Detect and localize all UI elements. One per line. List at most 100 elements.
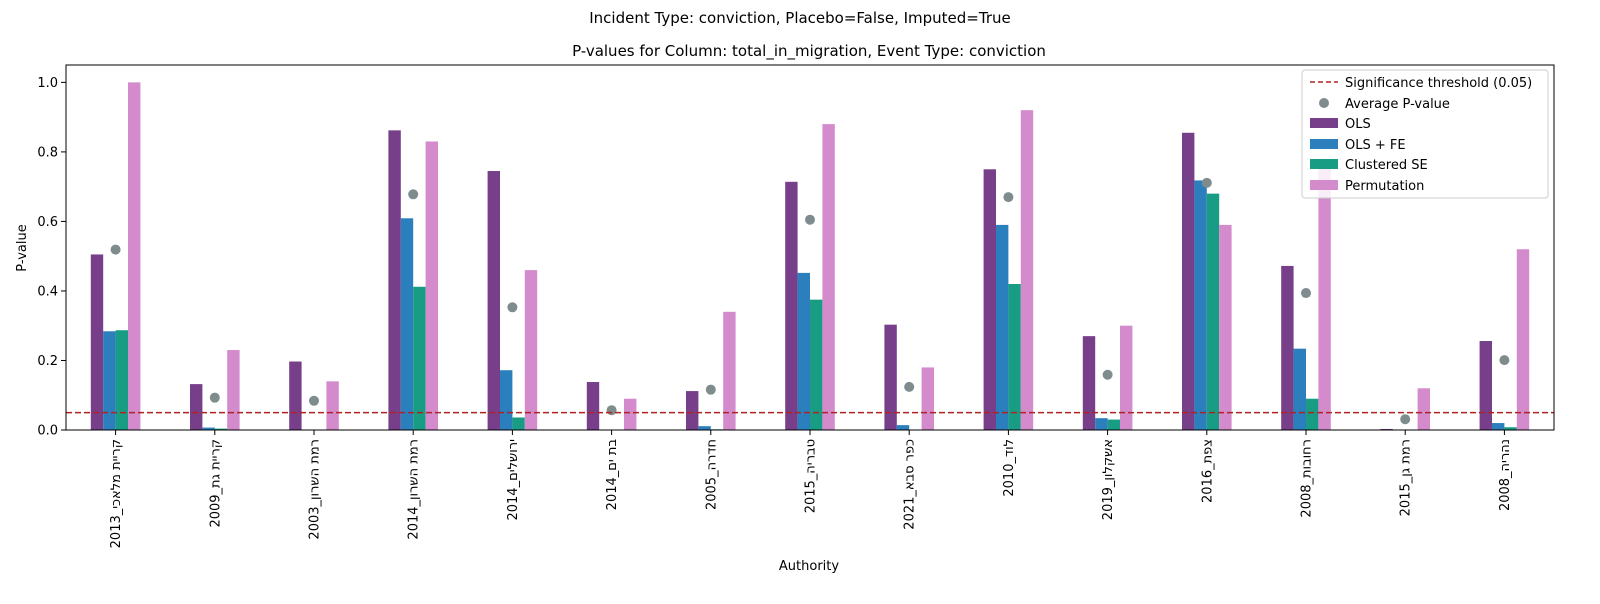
- x-tick-label-13: רמת גן_2015: [1399, 439, 1414, 516]
- bar-permutation-1: [227, 350, 239, 430]
- x-tick-label-1: קריית גת_2009: [208, 439, 223, 528]
- bar-ols-4: [488, 171, 500, 430]
- x-axis: קריית מלאכי_2013 קריית גת_2009 רמת השרון_2…: [109, 430, 1513, 548]
- average-marker-6: [706, 385, 716, 395]
- bar-permutation-11: [1219, 225, 1231, 430]
- y-tick-label-1: 0.2: [37, 354, 58, 369]
- average-marker-2: [309, 396, 319, 406]
- x-tick-label-3: רמת השרון_2014: [407, 439, 422, 540]
- average-marker-8: [904, 382, 914, 392]
- bar-permutation-8: [922, 367, 934, 430]
- bar-permutation-5: [624, 399, 636, 430]
- x-tick-label-6: חדרה_2005: [704, 439, 719, 510]
- bar-ols-2: [289, 362, 301, 430]
- bar-clustered-se-3: [413, 287, 425, 430]
- bar-ols-fe-14: [1492, 423, 1504, 430]
- x-tick-label-7: טבריה_2015: [804, 439, 819, 513]
- y-tick-label-4: 0.8: [37, 145, 58, 160]
- bar-permutation-12: [1318, 159, 1330, 430]
- bar-ols-fe-10: [1095, 418, 1107, 430]
- average-marker-12: [1301, 288, 1311, 298]
- bar-ols-12: [1281, 266, 1293, 430]
- x-tick-label-9: לוד_2010: [1002, 439, 1017, 497]
- bar-clustered-se-7: [810, 300, 822, 430]
- bar-ols-fe-11: [1194, 180, 1206, 430]
- x-tick-label-11: צפת_2016: [1200, 439, 1215, 503]
- bar-ols-7: [785, 182, 797, 430]
- legend-ols-label: OLS: [1345, 117, 1371, 132]
- bar-ols-fe-3: [401, 218, 413, 430]
- x-tick-label-0: קריית מלאכי_2013: [109, 439, 124, 548]
- x-tick-label-5: בת ים_2014: [605, 439, 620, 510]
- bar-permutation-0: [128, 82, 140, 430]
- x-tick-label-4: ירושלים_2014: [506, 439, 521, 521]
- legend-clustered-se-swatch: [1310, 159, 1338, 169]
- y-axis: 0.0 0.2 0.4 0.6 0.8 1.0: [37, 76, 66, 439]
- average-marker-10: [1103, 370, 1113, 380]
- chart-title: P-values for Column: total_in_migration,…: [572, 42, 1046, 61]
- legend-clustered-se-label: Clustered SE: [1345, 158, 1428, 173]
- legend-average-swatch: [1319, 98, 1329, 108]
- legend: Significance threshold (0.05) Average P-…: [1302, 70, 1548, 198]
- bar-ols-10: [1083, 336, 1095, 430]
- bar-clustered-se-11: [1207, 194, 1219, 430]
- y-axis-label: P-value: [15, 224, 30, 271]
- legend-ols-fe-swatch: [1310, 139, 1338, 149]
- average-marker-11: [1202, 178, 1212, 188]
- legend-threshold-label: Significance threshold (0.05): [1345, 76, 1532, 91]
- bar-clustered-se-9: [1008, 284, 1020, 430]
- average-marker-4: [507, 302, 517, 312]
- legend-average-label: Average P-value: [1345, 97, 1450, 112]
- x-tick-label-2: רמת השרון_2003: [308, 439, 323, 540]
- bar-ols-0: [91, 254, 103, 430]
- bar-ols-fe-6: [698, 426, 710, 430]
- y-tick-label-2: 0.4: [37, 284, 58, 299]
- bar-clustered-se-4: [512, 417, 524, 430]
- average-marker-1: [210, 393, 220, 403]
- bar-clustered-se-10: [1108, 420, 1120, 430]
- y-tick-label-5: 1.0: [37, 76, 58, 91]
- bar-ols-11: [1182, 133, 1194, 430]
- bar-permutation-14: [1517, 249, 1529, 430]
- average-marker-9: [1003, 192, 1013, 202]
- average-marker-5: [607, 405, 617, 415]
- average-marker-13: [1400, 414, 1410, 424]
- bar-permutation-3: [426, 141, 438, 430]
- legend-permutation-label: Permutation: [1345, 179, 1424, 194]
- average-marker-0: [111, 245, 121, 255]
- bar-clustered-se-0: [116, 330, 128, 430]
- x-tick-label-8: כפר סבא_2021: [903, 439, 918, 530]
- bar-permutation-13: [1418, 388, 1430, 430]
- bar-permutation-7: [822, 124, 834, 430]
- average-marker-7: [805, 215, 815, 225]
- bar-ols-fe-0: [103, 331, 115, 430]
- bar-ols-fe-7: [798, 273, 810, 430]
- legend-permutation-swatch: [1310, 180, 1338, 190]
- bar-ols-5: [587, 382, 599, 430]
- bar-ols-3: [388, 130, 400, 430]
- y-tick-label-0: 0.0: [37, 424, 58, 439]
- bar-ols-8: [884, 325, 896, 430]
- bar-ols-1: [190, 384, 202, 430]
- bar-permutation-2: [326, 381, 338, 430]
- bar-ols-fe-9: [996, 225, 1008, 430]
- bar-ols-fe-8: [897, 425, 909, 430]
- bar-ols-fe-12: [1294, 349, 1306, 430]
- bar-permutation-4: [525, 270, 537, 430]
- legend-ols-swatch: [1310, 118, 1338, 128]
- x-tick-label-12: רחובות_2008: [1300, 439, 1315, 518]
- x-tick-label-14: נהריה_2008: [1498, 439, 1513, 511]
- bar-ols-9: [984, 169, 996, 430]
- bar-permutation-10: [1120, 326, 1132, 430]
- x-tick-label-10: אשקלון_2019: [1101, 439, 1116, 520]
- legend-ols-fe-label: OLS + FE: [1345, 138, 1406, 153]
- bar-clustered-se-12: [1306, 399, 1318, 430]
- bar-ols-6: [686, 391, 698, 430]
- bar-ols-fe-4: [500, 370, 512, 430]
- average-marker-14: [1499, 355, 1509, 365]
- y-tick-label-3: 0.6: [37, 215, 58, 230]
- x-axis-label: Authority: [779, 559, 839, 574]
- average-marker-3: [408, 189, 418, 199]
- bar-permutation-9: [1021, 110, 1033, 430]
